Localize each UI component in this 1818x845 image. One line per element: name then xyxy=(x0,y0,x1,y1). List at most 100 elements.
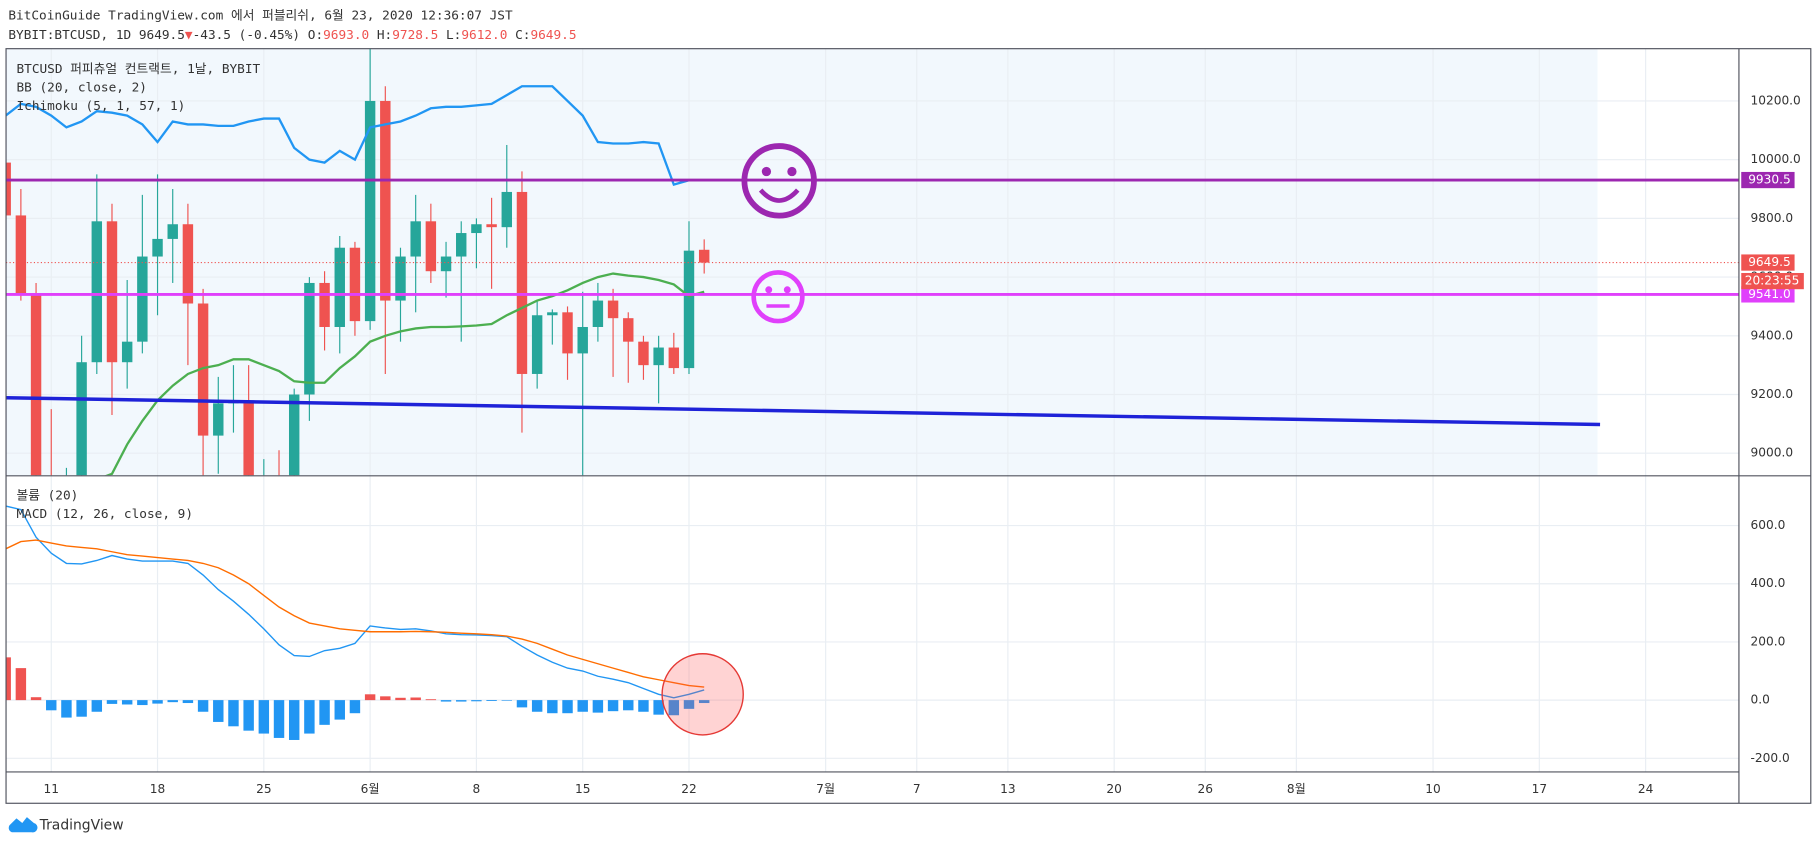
level-label: 9541.0 xyxy=(1748,287,1791,301)
candle-body xyxy=(304,282,315,395)
highlight-circle xyxy=(661,653,744,736)
histogram-bar xyxy=(91,700,103,712)
y-tick-label: 10200.0 xyxy=(1751,93,1801,107)
outer-frame xyxy=(5,48,1812,804)
candle-body xyxy=(547,312,558,316)
histogram-bar xyxy=(61,700,72,718)
histogram-bar xyxy=(304,700,315,734)
header-quote: BYBIT:BTCUSD, 1D 9649.5▼-43.5 (-0.45%) O… xyxy=(8,27,576,42)
histogram-bar xyxy=(273,700,285,738)
candle-body xyxy=(91,221,103,363)
footer: TradingView xyxy=(39,817,124,833)
candle-body xyxy=(167,224,178,239)
histogram-bar xyxy=(577,700,588,712)
histogram-bar xyxy=(410,697,421,701)
candle-body xyxy=(288,394,300,476)
histogram-bar xyxy=(167,700,178,703)
histogram-bar xyxy=(668,700,680,716)
x-tick-label: 24 xyxy=(1638,782,1654,796)
level-label: 9930.5 xyxy=(1748,173,1791,187)
histogram-bar xyxy=(456,700,467,702)
y-tick-label: 9400.0 xyxy=(1751,328,1794,342)
candle-body xyxy=(623,318,634,342)
candle-body xyxy=(638,341,649,366)
y-tick-label: 600.0 xyxy=(1751,518,1786,532)
indicator-line xyxy=(6,85,705,187)
y-tick-label: 9200.0 xyxy=(1751,387,1794,401)
candle-body xyxy=(577,326,588,354)
h-value: 9728.5 xyxy=(392,27,438,42)
x-tick-label: 8월 xyxy=(1287,782,1306,796)
candle-body xyxy=(152,238,163,257)
histogram-bar xyxy=(698,700,710,704)
legend-entry: Ichimoku (5, 1, 57, 1) xyxy=(16,99,185,114)
eye xyxy=(765,286,773,294)
candle-body xyxy=(683,250,695,369)
candle-body xyxy=(668,347,680,369)
x-tick-label: 17 xyxy=(1532,782,1547,796)
countdown-bg xyxy=(1741,272,1804,290)
candle-body xyxy=(243,400,254,476)
candle-body xyxy=(380,100,391,301)
macd-line xyxy=(6,505,705,699)
histogram-bar xyxy=(638,700,649,712)
candle-body xyxy=(516,191,528,374)
candle-body xyxy=(698,249,710,263)
l-value: 9612.0 xyxy=(461,27,507,42)
x-tick-label: 10 xyxy=(1425,782,1440,796)
histogram-bar xyxy=(46,700,57,711)
o-value: 9693.0 xyxy=(323,27,369,42)
candle-body xyxy=(471,224,482,234)
legend-entry: BTCUSD 퍼피츄얼 컨트랙트, 1날, BYBIT xyxy=(16,62,260,77)
histogram-bar xyxy=(653,700,664,715)
legend-entry: 볼륨 (20) xyxy=(16,489,78,504)
candle-body xyxy=(410,221,421,257)
c-key: C: xyxy=(515,27,530,42)
candle-body xyxy=(137,256,148,342)
histogram-bar xyxy=(349,700,361,714)
histogram-bar xyxy=(213,700,224,722)
frame xyxy=(5,48,1812,804)
level-label-bg xyxy=(1741,171,1795,189)
o-key: O: xyxy=(308,27,323,42)
x-tick-label: 26 xyxy=(1198,782,1213,796)
histogram-bar xyxy=(228,700,239,727)
histogram-bar xyxy=(516,700,528,708)
candle-body xyxy=(531,315,543,374)
histogram-bar xyxy=(501,700,513,701)
candle-body xyxy=(197,303,209,436)
candle-body xyxy=(349,247,361,322)
histogram-bar xyxy=(258,700,270,734)
histogram-bar xyxy=(440,700,452,702)
trend-line xyxy=(6,396,1601,427)
x-tick-label: 13 xyxy=(1000,782,1015,796)
x-tick-label: 22 xyxy=(681,782,696,796)
l-key: L: xyxy=(446,27,461,42)
histogram-bar xyxy=(6,657,11,701)
candle-body xyxy=(456,233,467,257)
y-tick-label: 10000.0 xyxy=(1751,152,1801,166)
macd-line xyxy=(6,539,705,688)
y-tick-label: 400.0 xyxy=(1751,576,1786,590)
histogram-bar xyxy=(30,697,42,701)
x-tick-label: 6월 xyxy=(361,782,380,796)
histogram-bar xyxy=(15,668,27,701)
x-tick-label: 25 xyxy=(256,782,271,796)
histogram-bar xyxy=(364,694,376,701)
candle-body xyxy=(607,300,619,319)
smile xyxy=(758,188,800,203)
histogram-bar xyxy=(319,700,330,725)
eye xyxy=(787,166,797,177)
candle-body xyxy=(592,300,604,327)
y-tick-label: -200.0 xyxy=(1751,751,1790,765)
x-tick-label: 8 xyxy=(473,782,481,796)
histogram-bar xyxy=(592,700,604,713)
legend-entry: MACD (12, 26, close, 9) xyxy=(16,507,193,522)
change: -43.5 (-0.45%) xyxy=(193,27,300,42)
eye xyxy=(783,286,791,294)
y-tick-label: 0.0 xyxy=(1751,693,1770,707)
last-price-label: 9649.5 xyxy=(1748,255,1791,269)
candle-body xyxy=(334,247,345,327)
